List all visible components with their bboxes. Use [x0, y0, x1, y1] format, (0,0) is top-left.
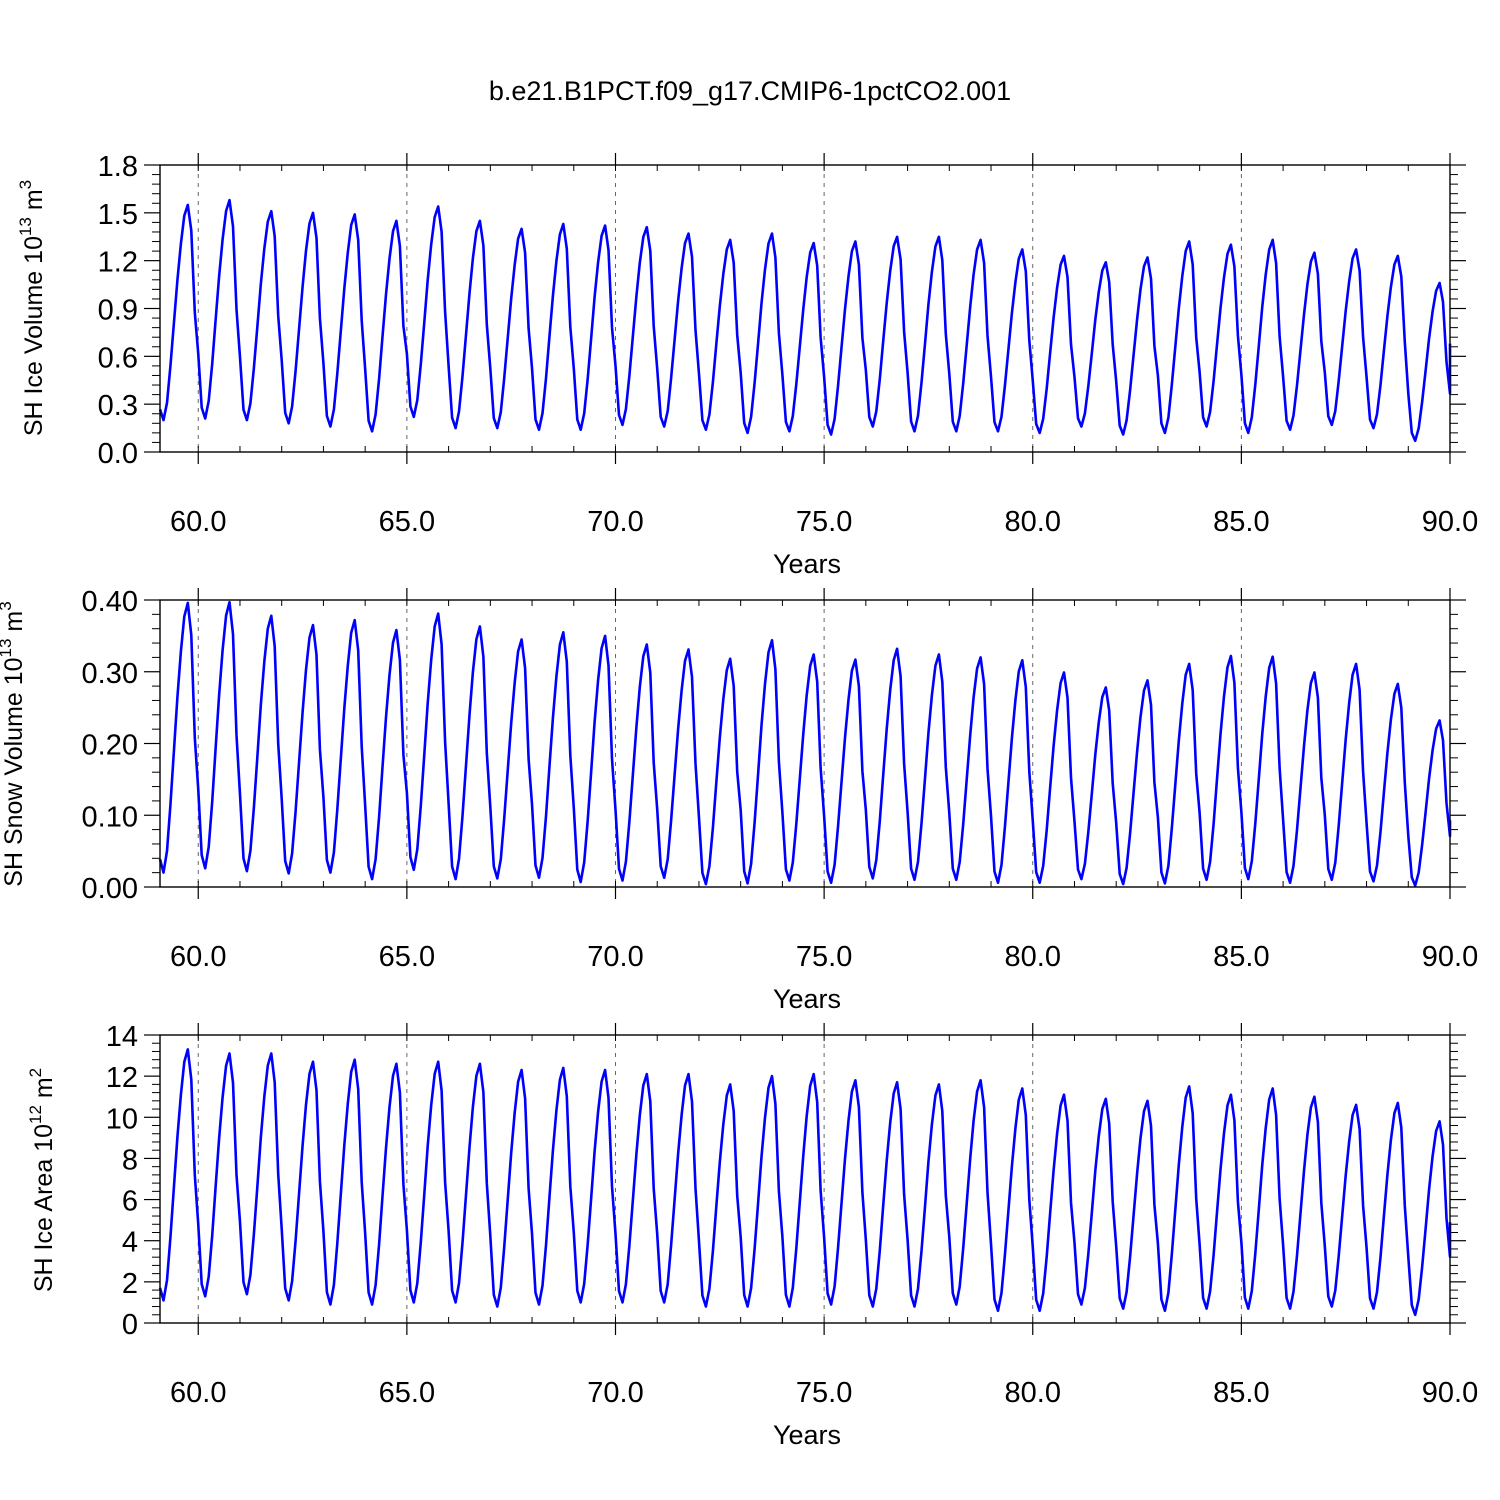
y-tick-label: 0.00 — [82, 873, 138, 905]
x-tick-label: 60.0 — [170, 506, 226, 538]
y-tick-label: 0.6 — [98, 342, 138, 374]
y-axis-label-text: m — [20, 189, 48, 217]
y-tick-label: 0.0 — [98, 438, 138, 470]
y-tick-label: 10 — [106, 1103, 138, 1135]
y-tick-label: 1.5 — [98, 199, 138, 231]
y-tick-label: 4 — [122, 1227, 138, 1259]
x-tick-label: 70.0 — [587, 1377, 643, 1409]
x-tick-label: 85.0 — [1213, 506, 1269, 538]
y-tick-label: 0.20 — [82, 730, 138, 762]
series-line — [158, 1048, 1452, 1317]
series-line — [158, 198, 1452, 443]
plot-frame — [159, 599, 1451, 888]
y-tick-label: 0.3 — [98, 390, 138, 422]
x-tick-label: 80.0 — [1005, 506, 1061, 538]
x-tick-label: 60.0 — [170, 1377, 226, 1409]
y-tick-label: 1.2 — [98, 247, 138, 279]
y-axis-label: SH Ice Volume 1013 m3 — [16, 180, 48, 436]
x-tick-label: 90.0 — [1422, 1377, 1478, 1409]
y-tick-label: 0.30 — [82, 658, 138, 690]
y-tick-label: 8 — [122, 1144, 138, 1176]
panels: 60.0 65.0 70.0 75.0 80.0 85.0 90.0 0.0 0.3 0.6 0.9… — [0, 151, 1478, 1450]
panel-2: 60.0 65.0 70.0 75.0 80.0 85.0 90.0 0.00 0.10 0.20… — [0, 586, 1478, 1014]
y-axis-label-superscript: 2 — [26, 1068, 45, 1077]
y-axis-label-superscript: 3 — [16, 180, 35, 189]
x-tick-label: 75.0 — [796, 1377, 852, 1409]
x-tick-label: 70.0 — [587, 506, 643, 538]
chart-title: b.e21.B1PCT.f09_g17.CMIP6-1pctCO2.001 — [489, 76, 1011, 106]
x-tick-label: 85.0 — [1213, 941, 1269, 973]
x-tick-label: 65.0 — [379, 506, 435, 538]
y-axis-label-superscript: 12 — [26, 1105, 45, 1124]
y-axis-label-superscript: 13 — [0, 639, 15, 658]
y-axis-label: SH Ice Area 1012 m2 — [26, 1068, 58, 1292]
y-tick-label: 0.9 — [98, 295, 138, 327]
x-tick-label: 65.0 — [379, 1377, 435, 1409]
y-axis-label: SH Snow Volume 1013 m3 — [0, 601, 28, 886]
plot-frame — [159, 1034, 1451, 1324]
y-tick-label: 2 — [122, 1268, 138, 1300]
y-tick-label: 0 — [122, 1309, 138, 1341]
x-tick-label: 75.0 — [796, 941, 852, 973]
panel-1: 60.0 65.0 70.0 75.0 80.0 85.0 90.0 0.0 0.3 0.6 0.9… — [16, 151, 1478, 579]
y-tick-label: 6 — [122, 1186, 138, 1218]
series-line — [158, 600, 1452, 887]
x-tick-label: 75.0 — [796, 506, 852, 538]
x-tick-label: 80.0 — [1005, 1377, 1061, 1409]
panel-3: 60.0 65.0 70.0 75.0 80.0 85.0 90.0 0 2 4 6 8 10 12 14 Y… — [26, 1021, 1478, 1450]
y-tick-label: 12 — [106, 1062, 138, 1094]
y-axis-label-text: m — [0, 611, 28, 639]
x-tick-label: 60.0 — [170, 941, 226, 973]
plot-frame — [159, 164, 1451, 453]
x-axis-label: Years — [773, 1420, 841, 1450]
y-axis-label-superscript: 3 — [0, 601, 15, 610]
y-tick-label: 0.10 — [82, 801, 138, 833]
y-tick-label: 14 — [106, 1021, 138, 1053]
y-tick-label: 0.40 — [82, 586, 138, 618]
y-tick-label: 1.8 — [98, 151, 138, 183]
y-axis-label-text: SH Ice Area 10 — [30, 1124, 58, 1292]
x-tick-label: 80.0 — [1005, 941, 1061, 973]
y-axis-label-superscript: 13 — [16, 217, 35, 236]
x-axis-label: Years — [773, 984, 841, 1014]
x-tick-label: 90.0 — [1422, 506, 1478, 538]
y-axis-label-text: SH Ice Volume 10 — [20, 236, 48, 436]
x-tick-label: 65.0 — [379, 941, 435, 973]
x-tick-label: 85.0 — [1213, 1377, 1269, 1409]
x-axis-label: Years — [773, 549, 841, 579]
y-axis-label-text: SH Snow Volume 10 — [0, 657, 28, 886]
x-tick-label: 70.0 — [587, 941, 643, 973]
y-axis-label-text: m — [30, 1077, 58, 1105]
x-tick-label: 90.0 — [1422, 941, 1478, 973]
